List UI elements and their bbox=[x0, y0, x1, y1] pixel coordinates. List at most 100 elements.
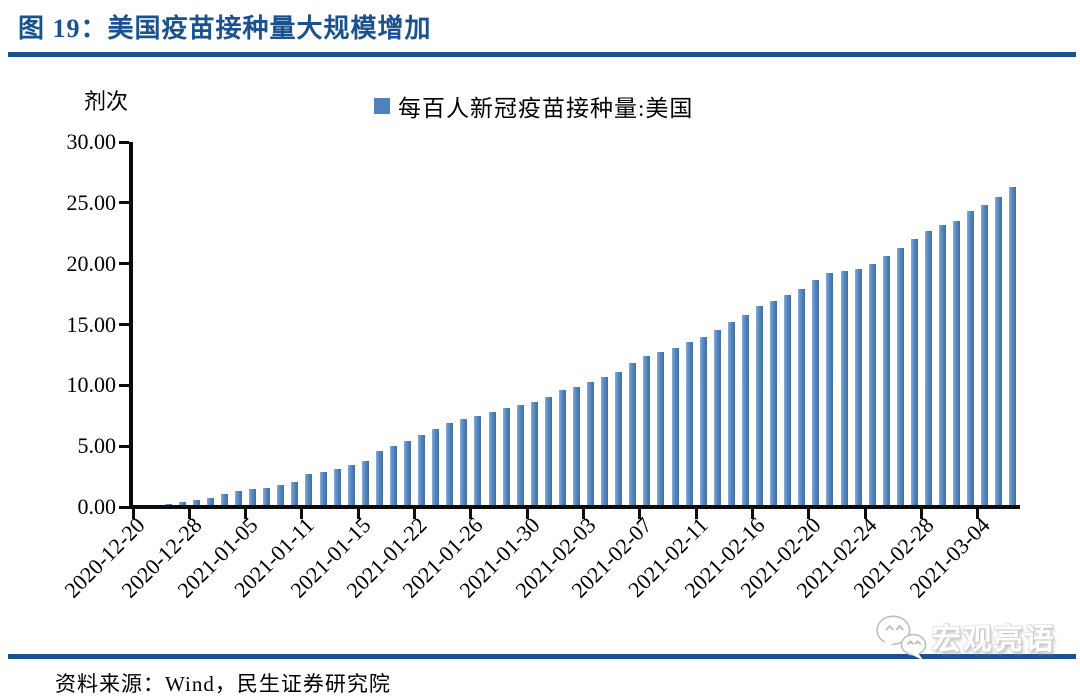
bar bbox=[418, 434, 426, 507]
bar bbox=[375, 451, 383, 507]
y-axis-tick bbox=[119, 140, 129, 144]
bar bbox=[460, 419, 468, 507]
x-axis-tick bbox=[300, 505, 304, 519]
bar bbox=[770, 300, 778, 507]
bar bbox=[967, 211, 975, 507]
bar bbox=[699, 336, 707, 507]
bar bbox=[319, 472, 327, 507]
x-axis-tick bbox=[976, 505, 980, 519]
bar bbox=[178, 501, 186, 507]
y-axis-tick-label: 0.00 bbox=[77, 494, 117, 519]
x-axis-tick bbox=[469, 505, 473, 519]
x-axis-tick bbox=[356, 505, 360, 519]
y-axis-tick-label: 10.00 bbox=[66, 372, 117, 398]
bar bbox=[389, 446, 397, 507]
bottom-divider-line bbox=[8, 654, 1076, 659]
x-axis-line bbox=[129, 505, 1020, 509]
bar bbox=[657, 351, 665, 507]
x-axis-tick-label-text: 2021-03-04 bbox=[904, 512, 995, 603]
top-divider-line bbox=[8, 52, 1076, 57]
x-axis-tick bbox=[807, 505, 811, 519]
x-axis-tick bbox=[919, 505, 923, 519]
y-axis-tick bbox=[119, 383, 129, 387]
y-axis-tick bbox=[119, 444, 129, 448]
bar bbox=[235, 491, 243, 507]
bar bbox=[516, 405, 524, 507]
figure-title: 图 19：美国疫苗接种量大规模增加 bbox=[18, 14, 432, 43]
bar bbox=[981, 205, 989, 507]
bar bbox=[544, 396, 552, 507]
bar bbox=[798, 289, 806, 507]
y-axis-tick bbox=[119, 201, 129, 205]
bar bbox=[868, 263, 876, 507]
bar bbox=[840, 270, 848, 507]
bar bbox=[953, 221, 961, 507]
x-axis-tick bbox=[638, 505, 642, 519]
bar bbox=[812, 280, 820, 507]
bar bbox=[939, 224, 947, 507]
bar bbox=[530, 402, 538, 507]
bar bbox=[854, 268, 862, 507]
y-axis-tick bbox=[119, 262, 129, 266]
bar bbox=[249, 489, 257, 507]
bar bbox=[573, 386, 580, 507]
bar bbox=[347, 465, 355, 507]
chart-legend: 每百人新冠疫苗接种量:美国 bbox=[374, 92, 694, 121]
bar bbox=[924, 230, 932, 507]
bar bbox=[671, 348, 679, 507]
y-axis-tick-label: 5.00 bbox=[77, 433, 117, 459]
bar bbox=[221, 493, 229, 507]
bar bbox=[910, 239, 918, 507]
bar bbox=[713, 329, 721, 507]
legend-series-label: 每百人新冠疫苗接种量:美国 bbox=[398, 96, 694, 121]
bar bbox=[587, 381, 595, 507]
bar bbox=[206, 497, 214, 507]
x-axis-tick bbox=[413, 505, 417, 519]
bar bbox=[741, 314, 749, 507]
y-axis-tick-label: 30.00 bbox=[66, 129, 117, 154]
bar bbox=[882, 256, 890, 507]
bar bbox=[488, 412, 496, 507]
x-axis-tick bbox=[694, 505, 698, 519]
bar bbox=[502, 408, 510, 507]
bar bbox=[333, 468, 341, 507]
bar bbox=[474, 415, 482, 507]
bar bbox=[192, 500, 200, 507]
x-axis-tick bbox=[863, 505, 867, 519]
x-axis-tick bbox=[131, 505, 135, 519]
y-axis-line bbox=[129, 142, 133, 509]
x-axis-tick bbox=[750, 505, 754, 519]
watermark: 宏观亮语 bbox=[872, 612, 1056, 662]
y-axis-unit-label: 剂次 bbox=[84, 89, 129, 114]
x-axis-tick bbox=[525, 505, 529, 519]
x-axis-tick bbox=[244, 505, 248, 519]
bar bbox=[784, 295, 792, 507]
bar bbox=[404, 440, 412, 507]
y-axis-tick-label: 25.00 bbox=[66, 189, 117, 215]
legend-square-icon bbox=[374, 98, 390, 114]
bar bbox=[629, 363, 637, 507]
source-note: 资料来源：Wind，民生证券研究院 bbox=[55, 672, 391, 696]
x-axis-tick bbox=[187, 505, 191, 519]
y-axis-tick-label: 20.00 bbox=[66, 250, 117, 276]
bar bbox=[896, 247, 904, 507]
bar bbox=[685, 342, 693, 507]
y-axis-tick bbox=[119, 505, 129, 509]
bar bbox=[615, 371, 623, 507]
wechat-icon bbox=[876, 615, 927, 661]
bar bbox=[727, 322, 735, 507]
bar bbox=[601, 377, 609, 507]
bar bbox=[305, 473, 313, 507]
bar bbox=[995, 196, 1003, 507]
bar bbox=[263, 487, 271, 507]
bar bbox=[432, 428, 440, 507]
bar bbox=[277, 485, 285, 507]
watermark-text: 宏观亮语 bbox=[932, 624, 1057, 656]
x-axis-tick bbox=[582, 505, 586, 519]
bar bbox=[643, 356, 651, 507]
bar bbox=[361, 461, 369, 507]
bar bbox=[558, 389, 566, 507]
bar bbox=[291, 482, 299, 507]
y-axis-tick-label: 15.00 bbox=[66, 311, 117, 337]
